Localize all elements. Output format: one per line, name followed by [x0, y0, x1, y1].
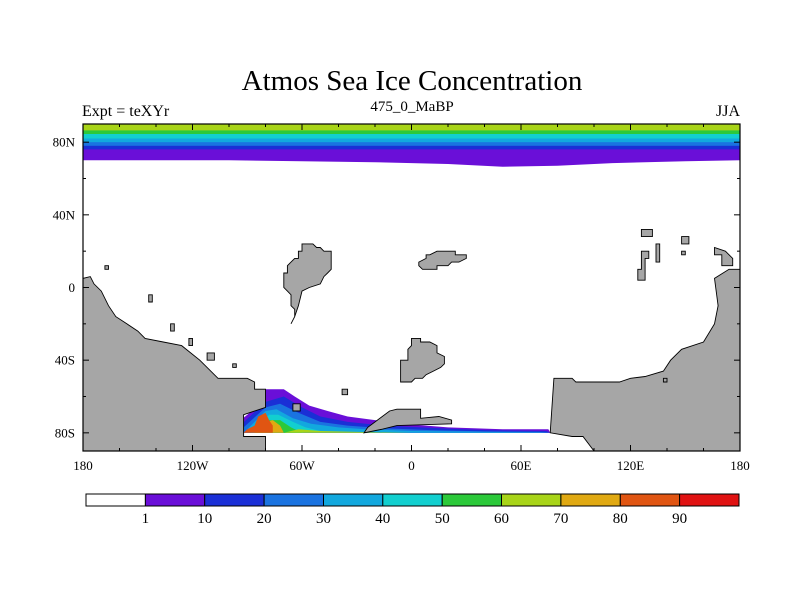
land-mass-6: [640, 228, 653, 238]
colorbar-box-4: [323, 493, 384, 507]
colorbar-label-9: 90: [672, 511, 687, 527]
land-mass-12: [104, 265, 109, 270]
colorbar-label-7: 70: [553, 511, 568, 527]
colorbar-box-0: [85, 493, 146, 507]
land-masses: [83, 228, 740, 451]
x-tick-label-5: 120E: [617, 458, 645, 473]
land-mass-9: [714, 246, 734, 267]
colorbar-label-8: 80: [613, 511, 628, 527]
colorbar-box-8: [560, 493, 621, 507]
x-tick-label-4: 60E: [511, 458, 532, 473]
land-mass-10: [681, 250, 686, 256]
land-mass-8: [655, 243, 661, 263]
land-mass-3: [283, 243, 332, 325]
colorbar-box-5: [382, 493, 443, 507]
time-label: 475_0_MaBP: [370, 99, 453, 115]
land-mass-4: [400, 337, 445, 383]
colorbar-box-3: [263, 493, 325, 507]
south-ice-patch-3: [247, 409, 551, 433]
colorbar-label-3: 30: [316, 511, 331, 527]
north-sea-ice: [83, 124, 740, 167]
x-tick-label-0: 180: [73, 458, 93, 473]
colorbar-box-7: [501, 493, 562, 507]
y-tick-label-2: 0: [69, 280, 76, 295]
land-mass-13: [148, 294, 153, 303]
south-ice-patch-8: [243, 412, 273, 433]
land-mass-5: [418, 250, 467, 270]
south-ice-patch-6: [283, 429, 412, 433]
x-tick-label-2: 60W: [289, 458, 315, 473]
colorbar-label-4: 40: [375, 511, 390, 527]
y-tick-label-4: 80S: [55, 425, 75, 440]
land-mass-2: [549, 268, 740, 451]
land-mass-19: [292, 403, 301, 412]
land-mass-1: [363, 408, 453, 434]
north-ice-band-5: [83, 145, 740, 150]
x-tick-label-3: 0: [408, 458, 415, 473]
land-mass-14: [170, 323, 175, 332]
land-mass-0: [83, 276, 266, 451]
y-tick-label-1: 40N: [53, 207, 76, 222]
land-mass-7: [637, 250, 650, 281]
land-mass-18: [341, 388, 349, 396]
north-ice-band-1: [83, 130, 740, 135]
season-label: JJA: [716, 103, 740, 120]
x-axis: 180 120W 60W 0 60E 120E 180: [73, 124, 750, 473]
colorbar: 1 10 20 30 40 50 60 70 80 90: [85, 493, 740, 527]
colorbar-label-6: 60: [494, 511, 509, 527]
north-ice-band-4: [83, 142, 740, 147]
north-ice-band-6: [83, 149, 740, 153]
x-tick-label-6: 180: [730, 458, 750, 473]
experiment-label: Expt = teXYr: [82, 103, 170, 120]
y-axis: 80N 40N 0 40S 80S: [53, 135, 740, 440]
colorbar-label-2: 20: [257, 511, 272, 527]
y-tick-label-3: 40S: [55, 353, 75, 368]
north-ice-band-3: [83, 138, 740, 143]
colorbar-label-0: 1: [142, 511, 150, 527]
colorbar-label-5: 50: [435, 511, 450, 527]
colorbar-box-10: [679, 493, 740, 507]
land-mass-15: [188, 337, 193, 347]
land-mass-17: [232, 363, 237, 368]
colorbar-box-2: [204, 493, 265, 507]
x-tick-label-1: 120W: [177, 458, 210, 473]
colorbar-box-1: [144, 493, 206, 507]
land-mass-11: [681, 236, 690, 245]
land-mass-16: [206, 352, 215, 361]
colorbar-box-9: [619, 493, 681, 507]
north-ice-band-2: [83, 134, 740, 140]
land-mass-20: [662, 377, 668, 383]
colorbar-box-6: [441, 493, 503, 507]
colorbar-label-1: 10: [197, 511, 212, 527]
figure-title: Atmos Sea Ice Concentration: [242, 65, 583, 97]
y-tick-label-0: 80N: [53, 135, 76, 150]
